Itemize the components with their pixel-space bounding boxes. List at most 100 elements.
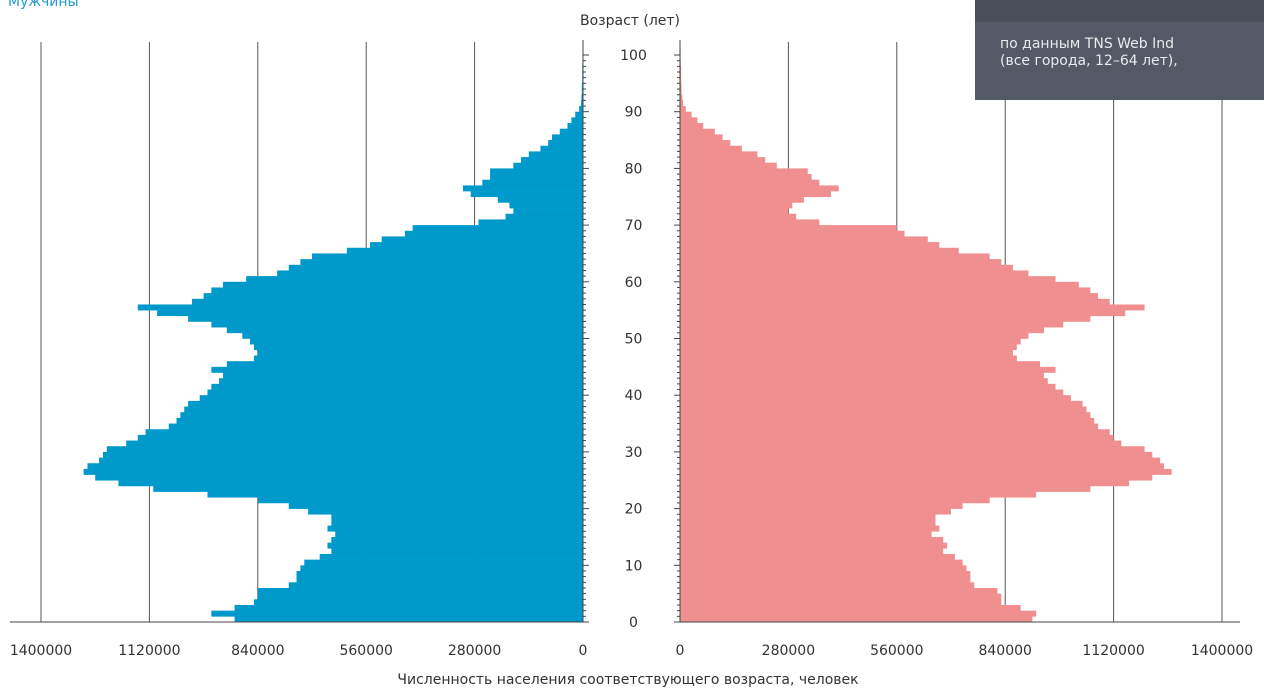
bar-women-age-63 xyxy=(680,259,1002,266)
bar-women-age-75 xyxy=(680,191,831,198)
bar-men-age-57 xyxy=(203,293,583,300)
bar-men-age-81 xyxy=(521,157,583,164)
bar-women-age-61 xyxy=(680,270,1029,277)
age-tick-labels: 0 10 20 30 40 50 60 70 80 90 100 xyxy=(620,48,647,631)
age-label-0: 0 xyxy=(629,615,638,631)
bar-women-age-13 xyxy=(680,542,948,549)
age-label-90: 90 xyxy=(625,105,643,121)
bar-men-age-70 xyxy=(478,219,583,226)
age-label-100: 100 xyxy=(620,48,647,64)
bar-men-age-42 xyxy=(219,378,584,385)
bar-women-age-42 xyxy=(680,378,1048,385)
bar-men-age-45 xyxy=(226,361,584,368)
bar-women-age-5 xyxy=(680,587,998,594)
bar-women-age-69 xyxy=(680,225,897,232)
bar-men-age-29 xyxy=(102,451,583,458)
bar-men-age-10 xyxy=(304,559,583,566)
bar-women-age-47 xyxy=(680,349,1013,356)
bar-women-age-62 xyxy=(680,264,1013,271)
bar-men-age-22 xyxy=(207,491,583,498)
bar-women-age-10 xyxy=(680,559,963,566)
bar-women-age-41 xyxy=(680,383,1056,390)
bar-men-age-73 xyxy=(509,202,583,209)
bar-women-age-67 xyxy=(680,236,928,243)
bar-women-age-54 xyxy=(680,310,1126,317)
bar-men-age-56 xyxy=(191,298,583,305)
bar-men-age-13 xyxy=(327,542,583,549)
age-label-80: 80 xyxy=(625,161,643,177)
bar-women-age-93 xyxy=(680,89,682,95)
bar-women-age-16 xyxy=(680,525,940,532)
bar-men-age-1 xyxy=(211,610,584,617)
bar-women-age-35 xyxy=(680,417,1095,424)
bar-women-age-21 xyxy=(680,497,990,504)
bar-women-age-80 xyxy=(680,162,777,169)
bar-men-age-21 xyxy=(257,497,583,504)
x-tick-right-3: 840000 xyxy=(978,643,1031,659)
tooltip-header xyxy=(975,0,1264,22)
bar-women-age-77 xyxy=(680,179,820,186)
bar-men-age-69 xyxy=(412,225,583,232)
bar-women-age-50 xyxy=(680,332,1029,339)
y-axis-title: Возраст (лет) xyxy=(580,13,680,29)
bar-men-age-88 xyxy=(571,117,583,124)
bar-men-age-31 xyxy=(126,440,584,447)
bar-men-age-91 xyxy=(581,100,583,107)
bar-women-age-14 xyxy=(680,536,944,543)
bar-women-age-95 xyxy=(680,77,682,84)
bar-women-age-37 xyxy=(680,406,1087,413)
bar-men-age-86 xyxy=(559,128,583,135)
bar-men-age-64 xyxy=(312,253,583,260)
bar-men-age-50 xyxy=(242,332,584,339)
bar-women-age-58 xyxy=(680,287,1091,294)
bar-men-age-28 xyxy=(99,457,584,464)
axes xyxy=(10,40,1240,623)
bar-women-age-79 xyxy=(680,168,808,175)
x-tick-left-3: 560000 xyxy=(339,643,392,659)
x-tick-right-5: 1400000 xyxy=(1191,643,1253,659)
bar-men-age-84 xyxy=(548,140,583,147)
bar-women-age-29 xyxy=(680,451,1153,458)
bar-women-age-53 xyxy=(680,315,1091,322)
bar-women-age-86 xyxy=(680,128,715,135)
men-bars xyxy=(83,49,584,623)
bar-women-age-7 xyxy=(680,576,971,583)
bar-women-age-20 xyxy=(680,502,963,509)
x-tick-right-0: 0 xyxy=(676,643,685,659)
bar-men-age-40 xyxy=(207,389,583,396)
bar-women-age-83 xyxy=(680,145,742,152)
bar-women-age-70 xyxy=(680,219,820,226)
bar-women-age-4 xyxy=(680,593,1002,600)
bar-women-age-30 xyxy=(680,446,1145,453)
x-tick-left-4: 280000 xyxy=(448,643,501,659)
bar-men-age-30 xyxy=(106,446,584,453)
age-label-70: 70 xyxy=(625,218,643,234)
bar-men-age-27 xyxy=(87,463,583,470)
bar-women-age-25 xyxy=(680,474,1153,481)
bar-men-age-12 xyxy=(331,548,583,555)
bar-women-age-40 xyxy=(680,389,1064,396)
bar-women-age-8 xyxy=(680,570,971,577)
bar-women-age-78 xyxy=(680,174,812,181)
bar-men-age-8 xyxy=(296,570,583,577)
bar-women-age-97 xyxy=(680,66,682,73)
age-label-30: 30 xyxy=(625,445,643,461)
bar-women-age-2 xyxy=(680,604,1021,611)
bar-women-age-48 xyxy=(680,344,1017,351)
bar-men-age-93 xyxy=(581,89,583,95)
bar-men-age-66 xyxy=(370,242,583,249)
bar-men-age-90 xyxy=(579,106,583,112)
bar-men-age-48 xyxy=(253,344,583,351)
bar-women-age-0 xyxy=(680,616,1033,623)
bar-men-age-11 xyxy=(319,553,583,560)
bar-men-age-82 xyxy=(528,151,583,158)
bar-women-age-33 xyxy=(680,429,1110,436)
bar-women-age-55 xyxy=(680,304,1145,311)
bar-women-age-36 xyxy=(680,412,1091,419)
age-label-60: 60 xyxy=(625,275,643,291)
bar-men-age-43 xyxy=(222,372,583,379)
bar-men-age-41 xyxy=(211,383,584,390)
bar-men-age-80 xyxy=(513,162,583,169)
bar-men-age-55 xyxy=(137,304,584,311)
